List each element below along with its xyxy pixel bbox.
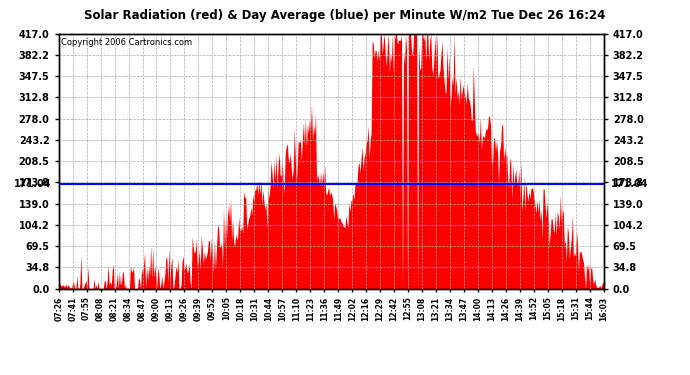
Text: Solar Radiation (red) & Day Average (blue) per Minute W/m2 Tue Dec 26 16:24: Solar Radiation (red) & Day Average (blu… [84, 9, 606, 22]
Text: 171.04: 171.04 [611, 179, 648, 189]
Text: 171.04: 171.04 [14, 179, 52, 189]
Text: Copyright 2006 Cartronics.com: Copyright 2006 Cartronics.com [61, 38, 193, 46]
